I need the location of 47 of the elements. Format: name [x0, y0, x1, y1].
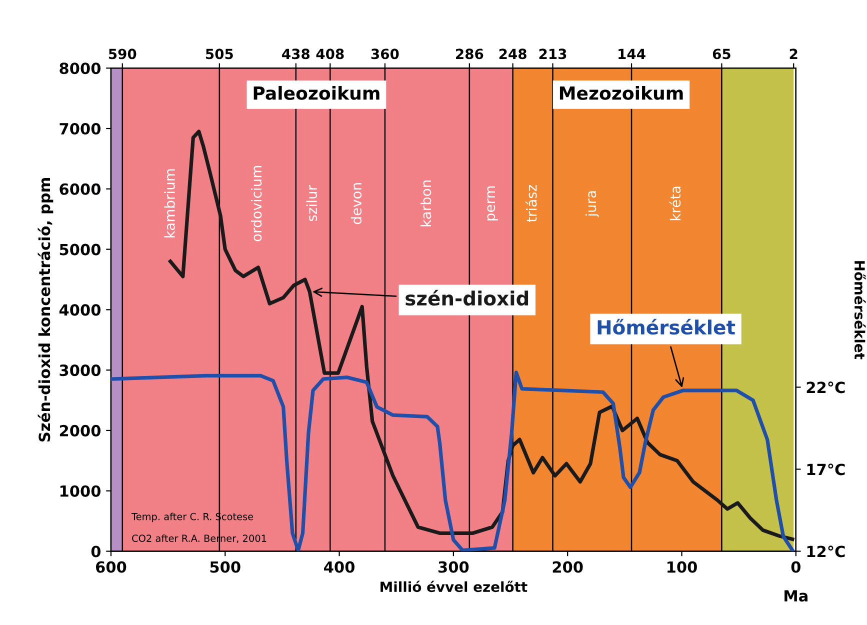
y-tick-label: 8000 [60, 62, 101, 74]
x-tick-label: 600 [96, 561, 126, 573]
y-tick-label: 1000 [60, 485, 101, 497]
x2-tick-label: 248 [499, 48, 526, 60]
y-tick-label: 7000 [60, 122, 101, 135]
x2-tick-label: 286 [456, 48, 484, 60]
text: Hőmérséklet [598, 318, 736, 335]
x2-tick-label: 2 [790, 48, 798, 59]
band-label: triász [526, 184, 537, 222]
annotation: Mezozoikum [560, 86, 683, 100]
y-tick-label: 0 [91, 546, 101, 558]
y-axis-title: Szén-dioxid koncentráció, ppm [38, 178, 54, 442]
x2-tick-label: 408 [316, 48, 344, 60]
y-tick-label: 2000 [60, 424, 101, 436]
band-label: szilur [306, 185, 318, 222]
x-tick-label: 0 [791, 561, 800, 573]
y2-tick-label: 12°C [807, 546, 845, 558]
x-tick-label: 100 [668, 561, 697, 573]
x2-tick-label: 144 [618, 48, 646, 59]
x2-tick-label: 590 [108, 48, 136, 60]
band-label: perm [487, 186, 498, 220]
x2-tick-label: 213 [539, 48, 566, 60]
x-tick-label: 300 [438, 561, 469, 573]
band-label: devon [350, 183, 362, 224]
annotation: Paleozoikum [254, 86, 380, 100]
y-tick-label: 6000 [60, 183, 101, 195]
band-label: karbon [420, 180, 432, 226]
band-label: ordovicium [250, 166, 262, 242]
x2-tick-label: 438 [282, 48, 310, 60]
band-label: kréta [669, 186, 681, 220]
x-tick-label: 400 [324, 561, 354, 573]
x2-tick-label: 505 [206, 48, 233, 60]
text: Ma [784, 590, 808, 602]
y-tick-label: 3000 [60, 364, 101, 376]
y-tick-label: 4000 [59, 304, 101, 316]
x-tick-label: 500 [210, 561, 240, 573]
x2-tick-label: 360 [371, 48, 399, 60]
x-axis-title: Millió évvel ezelőtt [380, 580, 528, 592]
y2-axis-title: Hőmérséklet [854, 261, 866, 360]
y2-tick-label: 22°C [806, 382, 845, 394]
x2-tick-label: 65 [712, 48, 730, 60]
x-tick-label: 200 [552, 561, 583, 573]
text: szén-dioxid [406, 290, 528, 306]
band-label: kambrium [164, 169, 175, 238]
band-label: jura [585, 191, 599, 218]
y-tick-label: 5000 [60, 244, 101, 256]
y2-tick-label: 17°C [807, 464, 845, 476]
